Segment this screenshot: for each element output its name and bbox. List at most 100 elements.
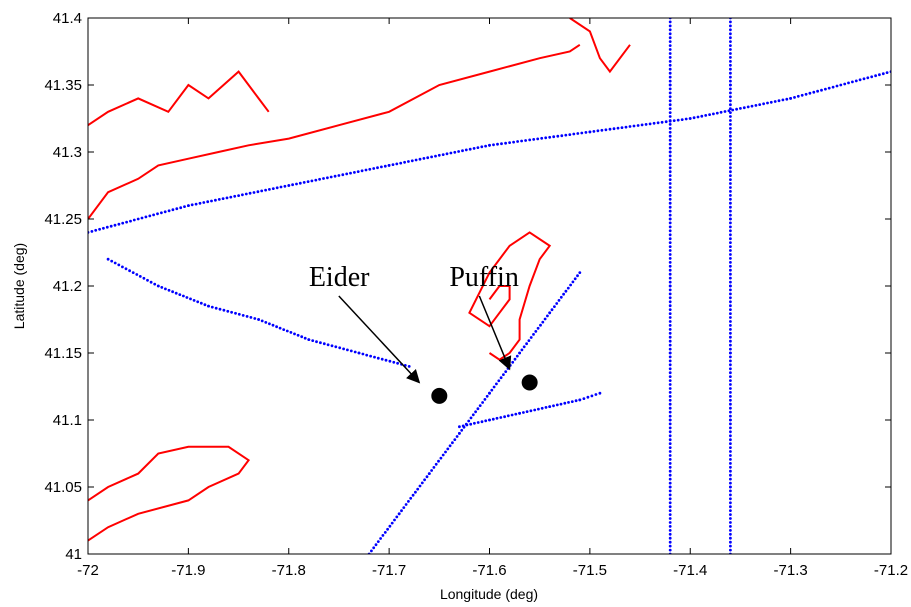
ship-track-point bbox=[189, 297, 192, 301]
ship-track-point bbox=[729, 115, 732, 118]
ship-track-point bbox=[668, 197, 672, 201]
ship-track-point bbox=[534, 330, 538, 333]
ship-track-point bbox=[226, 309, 230, 313]
ship-track-point bbox=[729, 347, 732, 351]
ship-track-point bbox=[480, 145, 484, 149]
ship-track-point bbox=[668, 501, 672, 505]
ship-track-point bbox=[160, 286, 164, 289]
ship-track-point bbox=[668, 450, 672, 453]
ship-track-point bbox=[729, 48, 732, 51]
ship-track-point bbox=[668, 36, 672, 40]
ship-track-point bbox=[668, 150, 672, 154]
ship-track-point bbox=[453, 438, 457, 441]
ship-track-point bbox=[668, 548, 672, 552]
ship-track-point bbox=[668, 24, 672, 28]
ship-track-point bbox=[680, 118, 684, 121]
ship-track-point bbox=[668, 481, 672, 485]
ship-track-point bbox=[105, 225, 109, 229]
ship-track-point bbox=[729, 509, 732, 512]
ship-track-7 bbox=[729, 18, 732, 554]
ship-track-point bbox=[729, 292, 732, 296]
ship-track-point bbox=[441, 453, 445, 457]
ship-track-point bbox=[668, 430, 672, 434]
ship-track-point bbox=[557, 299, 561, 302]
ship-track-point bbox=[468, 147, 472, 151]
ship-track-point bbox=[668, 529, 672, 532]
ship-track-point bbox=[729, 205, 732, 209]
ship-track-point bbox=[781, 98, 785, 102]
ship-track-point bbox=[729, 462, 732, 465]
axis-ticks: -72 -71.9 -71.8 -71.7 -71.6 -71.5 -71.4 -71.3 -7… bbox=[44, 10, 908, 579]
ship-track-point bbox=[432, 466, 436, 469]
ship-track-point bbox=[539, 323, 542, 327]
ship-track-point bbox=[729, 536, 732, 540]
ship-track-point bbox=[668, 217, 672, 221]
ship-track-point bbox=[357, 351, 361, 355]
ship-track-point bbox=[113, 261, 117, 265]
ship-track-point bbox=[729, 505, 732, 509]
ship-track-point bbox=[668, 186, 672, 189]
ship-track-point bbox=[353, 350, 357, 354]
ship-track-point bbox=[322, 342, 326, 346]
ship-track-point bbox=[483, 398, 487, 401]
ship-track-point bbox=[668, 44, 672, 47]
ship-track-point bbox=[572, 132, 576, 136]
ship-track-point bbox=[729, 454, 732, 457]
ship-track-point bbox=[739, 107, 742, 110]
ship-track-point bbox=[495, 382, 498, 386]
ship-track-point bbox=[668, 438, 672, 442]
annotations: Eider Puffin bbox=[309, 262, 519, 384]
ship-track-point bbox=[729, 548, 732, 552]
ship-track-point bbox=[260, 189, 264, 193]
ship-track-point bbox=[311, 339, 315, 342]
ship-track-point bbox=[729, 186, 732, 189]
ship-track-point bbox=[729, 375, 732, 378]
ship-track-point bbox=[214, 306, 218, 310]
ship-track-point bbox=[729, 363, 732, 367]
ship-track-point bbox=[264, 188, 267, 192]
ship-track-point bbox=[729, 28, 732, 32]
ship-track-point bbox=[128, 269, 132, 273]
ship-track-point bbox=[729, 130, 732, 134]
ship-track-point bbox=[668, 115, 672, 118]
ship-track-point bbox=[668, 509, 672, 512]
ship-track-point bbox=[337, 174, 341, 177]
ship-track-point bbox=[729, 473, 732, 477]
ship-track-point bbox=[729, 493, 732, 497]
ship-track-point bbox=[668, 473, 672, 477]
ship-track-point bbox=[578, 271, 582, 274]
ship-track-point bbox=[729, 126, 732, 130]
ship-track-point bbox=[455, 435, 459, 438]
ship-track-point bbox=[574, 399, 578, 403]
ship-track-point bbox=[513, 357, 517, 361]
ship-track-point bbox=[600, 128, 604, 132]
ship-track-point bbox=[862, 77, 866, 81]
ship-track-point bbox=[668, 241, 672, 245]
ship-track-point bbox=[478, 404, 482, 407]
ship-track-point bbox=[199, 301, 203, 305]
ship-track-point bbox=[404, 503, 408, 506]
ship-track-point bbox=[668, 489, 672, 493]
ship-track-point bbox=[878, 73, 881, 77]
ship-track-point bbox=[668, 87, 672, 91]
ship-track-point bbox=[668, 521, 672, 524]
ship-track-point bbox=[777, 99, 781, 103]
ship-track-point bbox=[418, 157, 422, 161]
ship-track-point bbox=[729, 158, 732, 162]
x-tick-label: -72 bbox=[77, 562, 99, 579]
ship-track-point bbox=[729, 79, 732, 83]
ship-track-point bbox=[163, 210, 167, 214]
ship-track-point bbox=[668, 304, 672, 308]
ship-track-point bbox=[380, 165, 383, 169]
ship-track-point bbox=[729, 194, 732, 197]
y-tick-label: 41 bbox=[65, 546, 82, 563]
ship-track-point bbox=[260, 319, 264, 323]
ship-track-point bbox=[668, 462, 672, 465]
ship-track-point bbox=[816, 89, 819, 93]
ship-track-point bbox=[636, 124, 640, 127]
ship-track-point bbox=[668, 221, 672, 225]
ship-track-point bbox=[715, 111, 719, 115]
ship-track-point bbox=[257, 318, 260, 321]
ship-track-point bbox=[668, 146, 672, 150]
ship-track-point bbox=[668, 174, 672, 178]
